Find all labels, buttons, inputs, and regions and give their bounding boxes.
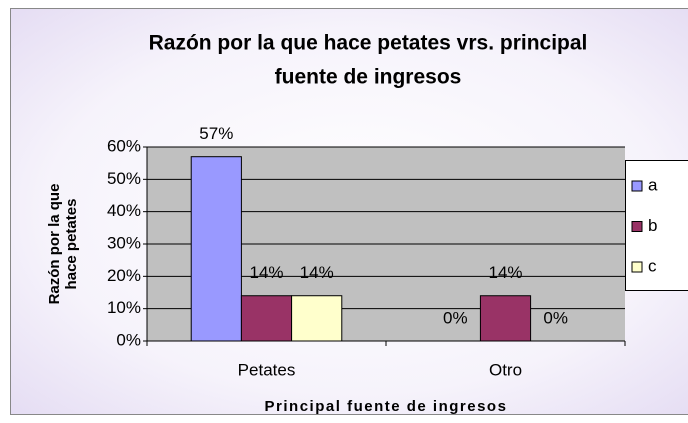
legend-label: a [648,175,658,194]
value-label: 0% [443,308,468,327]
y-tick-label: 30% [107,233,141,252]
legend-label: b [648,216,657,235]
value-label: 57% [199,124,233,143]
legend-swatch [631,261,643,273]
value-label: 14% [300,263,334,282]
y-axis-title: Razón por la que [46,184,63,305]
bar [240,295,293,342]
y-tick-label: 40% [107,201,141,220]
value-label: 14% [249,263,283,282]
value-label: 0% [543,308,568,327]
y-tick-label: 60% [107,136,141,155]
y-tick-label: 0% [116,330,141,349]
value-label: 14% [488,263,522,282]
x-axis-title: Principal fuente de ingresos [265,398,508,415]
y-axis-title: hace petates [63,199,80,290]
x-tick-label: Petates [238,360,296,379]
y-tick-label: 10% [107,298,141,317]
y-tick-label: 50% [107,169,141,188]
y-tick-label: 20% [107,266,141,285]
bar [479,295,532,342]
legend-swatch [631,221,643,232]
x-tick-label: Otro [489,360,522,379]
legend-swatch [631,180,643,192]
bar [291,295,343,342]
legend-label: c [648,256,657,275]
chart-title: Razón por la que hace petates vrs. princ… [149,32,588,55]
bar [190,156,242,342]
chart-title: fuente de ingresos [275,66,462,89]
